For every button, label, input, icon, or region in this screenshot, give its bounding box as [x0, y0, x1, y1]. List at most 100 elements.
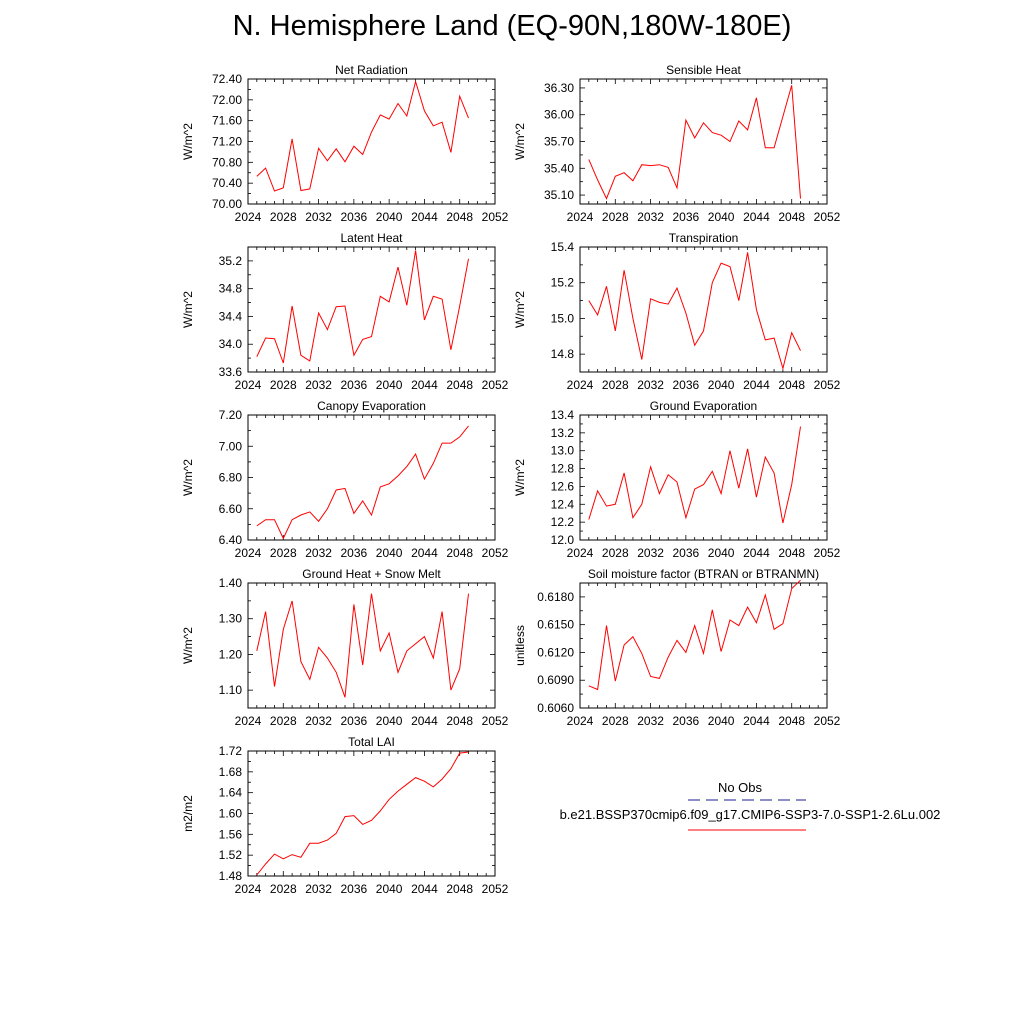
x-tick-label: 2036: [341, 882, 368, 896]
legend-title: No Obs: [717, 780, 763, 795]
x-tick-label: 2028: [270, 378, 297, 392]
y-axis-label: m2/m2: [181, 795, 195, 832]
x-tick-label: 2032: [305, 546, 332, 560]
x-tick-label: 2048: [778, 378, 805, 392]
x-tick-label: 2040: [708, 378, 735, 392]
x-tick-label: 2040: [376, 210, 403, 224]
x-tick-label: 2040: [376, 378, 403, 392]
y-tick-label: 35.40: [544, 161, 574, 175]
plot-frame: [579, 414, 828, 541]
x-tick-label: 2036: [673, 210, 700, 224]
x-tick-label: 2036: [341, 210, 368, 224]
y-tick-label: 14.8: [551, 347, 575, 361]
y-tick-label: 12.2: [551, 515, 575, 529]
y-tick-label: 0.6120: [537, 645, 574, 659]
panel-title: Ground Heat + Snow Melt: [302, 567, 441, 581]
y-axis-label: W/m^2: [513, 459, 527, 496]
y-tick-label: 1.20: [219, 647, 243, 661]
x-tick-label: 2048: [446, 546, 473, 560]
x-tick-label: 2032: [637, 546, 664, 560]
x-tick-label: 2024: [567, 714, 594, 728]
x-tick-label: 2032: [305, 210, 332, 224]
y-tick-label: 35.2: [219, 254, 243, 268]
y-tick-label: 36.30: [544, 81, 574, 95]
x-tick-label: 2044: [411, 378, 438, 392]
plot-frame: [579, 582, 828, 709]
y-tick-label: 70.40: [212, 176, 242, 190]
y-tick-label: 15.0: [551, 311, 575, 325]
y-tick-label: 36.00: [544, 108, 574, 122]
y-tick-label: 12.6: [551, 479, 575, 493]
y-tick-label: 33.6: [219, 365, 243, 379]
panel-title: Sensible Heat: [666, 63, 741, 77]
y-tick-label: 35.10: [544, 188, 574, 202]
x-tick-label: 2048: [778, 210, 805, 224]
series-line: [256, 425, 469, 540]
x-tick-label: 2024: [235, 378, 262, 392]
y-tick-label: 0.6090: [537, 673, 574, 687]
x-tick-label: 2040: [376, 714, 403, 728]
x-tick-label: 2024: [567, 378, 594, 392]
y-tick-label: 13.4: [551, 408, 575, 422]
x-tick-label: 2044: [411, 210, 438, 224]
y-axis-label: W/m^2: [181, 627, 195, 664]
x-tick-label: 2028: [270, 210, 297, 224]
x-tick-label: 2052: [482, 882, 509, 896]
x-tick-label: 2052: [814, 546, 841, 560]
y-axis-label: W/m^2: [181, 459, 195, 496]
y-tick-label: 13.0: [551, 444, 575, 458]
x-tick-label: 2048: [446, 882, 473, 896]
x-tick-label: 2024: [235, 546, 262, 560]
x-tick-label: 2024: [235, 210, 262, 224]
x-tick-label: 2044: [411, 714, 438, 728]
y-tick-label: 1.56: [219, 827, 243, 841]
x-tick-label: 2028: [602, 546, 629, 560]
panel-net-radiation: Net Radiation 2024 2028 2032 2036 2040 2044 204…: [181, 63, 509, 224]
y-tick-label: 1.72: [219, 744, 243, 758]
plot-frame: [247, 582, 496, 709]
page-title: N. Hemisphere Land (EQ-90N,180W-180E): [232, 10, 792, 42]
y-tick-label: 70.00: [212, 197, 242, 211]
x-tick-label: 2044: [743, 210, 770, 224]
y-tick-label: 0.6180: [537, 590, 574, 604]
y-tick-label: 0.6150: [537, 618, 574, 632]
x-tick-label: 2044: [743, 714, 770, 728]
y-tick-label: 1.64: [219, 786, 243, 800]
series-line: [588, 426, 801, 524]
x-tick-label: 2052: [482, 210, 509, 224]
x-tick-label: 2024: [567, 210, 594, 224]
panel-canopy-evaporation: Canopy Evaporation 2024 2028 2032 2036 2040 20…: [181, 399, 509, 560]
x-tick-label: 2044: [743, 546, 770, 560]
y-tick-label: 72.00: [212, 93, 242, 107]
x-tick-label: 2036: [341, 378, 368, 392]
x-tick-label: 2036: [341, 714, 368, 728]
x-tick-label: 2040: [376, 882, 403, 896]
x-tick-label: 2048: [446, 210, 473, 224]
x-tick-label: 2052: [814, 378, 841, 392]
plot-frame: [579, 246, 828, 373]
y-tick-label: 7.20: [219, 408, 243, 422]
x-tick-label: 2048: [446, 714, 473, 728]
x-tick-label: 2032: [305, 378, 332, 392]
x-tick-label: 2044: [411, 882, 438, 896]
series-line: [256, 593, 469, 698]
panel-title: Latent Heat: [340, 231, 403, 245]
panel-title: Net Radiation: [335, 63, 408, 77]
x-tick-label: 2048: [778, 714, 805, 728]
y-tick-label: 1.68: [219, 765, 243, 779]
x-tick-label: 2028: [270, 714, 297, 728]
y-tick-label: 15.2: [551, 276, 575, 290]
x-tick-label: 2040: [708, 714, 735, 728]
x-tick-label: 2052: [482, 714, 509, 728]
y-tick-label: 0.6060: [537, 701, 574, 715]
panel-ground-heat-snow-melt: Ground Heat + Snow Melt 2024 2028 2032 2036 2…: [181, 567, 509, 728]
y-tick-label: 34.4: [219, 309, 243, 323]
y-axis-label: W/m^2: [181, 123, 195, 160]
y-tick-label: 70.80: [212, 155, 242, 169]
x-tick-label: 2024: [567, 546, 594, 560]
y-tick-label: 71.20: [212, 135, 242, 149]
plot-frame: [247, 414, 496, 541]
x-tick-label: 2052: [814, 714, 841, 728]
series-line: [256, 79, 469, 192]
